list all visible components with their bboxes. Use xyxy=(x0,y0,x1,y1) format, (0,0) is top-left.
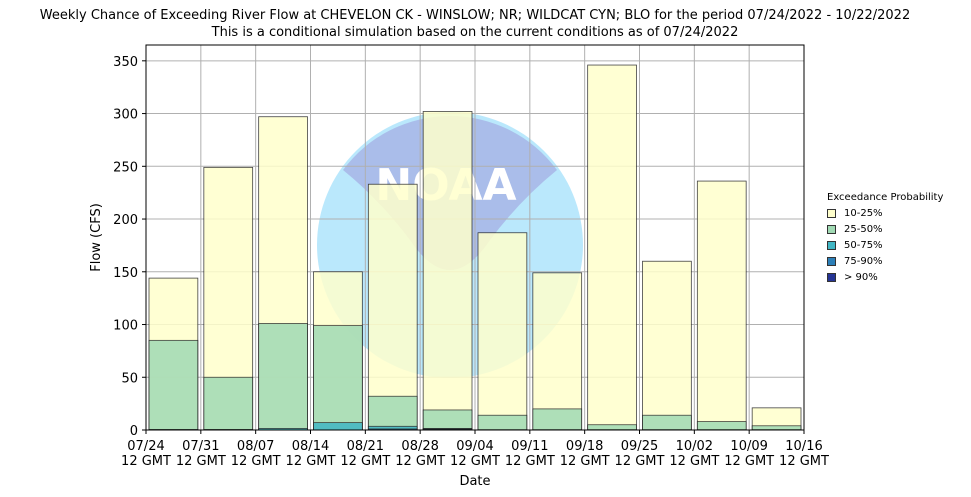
x-tick-label: 09/11 xyxy=(511,439,548,454)
legend-swatch xyxy=(827,256,836,266)
x-tick-sublabel: 12 GMT xyxy=(615,454,665,469)
bar-10-25- xyxy=(587,64,637,431)
x-tick-label: 07/31 xyxy=(182,439,219,454)
x-tick-label: 07/24 xyxy=(127,439,164,454)
x-tick-sublabel: 12 GMT xyxy=(560,454,610,469)
legend-item: 25-50% xyxy=(827,221,943,237)
y-tick-label: 150 xyxy=(113,266,138,281)
x-tick-sublabel: 12 GMT xyxy=(724,454,774,469)
x-tick-sublabel: 12 GMT xyxy=(231,454,281,469)
chart-title: Weekly Chance of Exceeding River Flow at… xyxy=(39,8,911,23)
legend-label: 75-90% xyxy=(844,255,883,267)
bar-10-25- xyxy=(422,111,473,431)
x-tick-label: 10/16 xyxy=(785,439,822,454)
legend-item: > 90% xyxy=(827,269,943,285)
legend-title: Exceedance Probability xyxy=(827,192,944,203)
x-tick-sublabel: 12 GMT xyxy=(121,454,171,469)
bar-25-50- xyxy=(422,409,473,431)
x-tick-label: 09/04 xyxy=(456,439,493,454)
x-tick-label: 10/02 xyxy=(676,439,713,454)
bar-10-25- xyxy=(477,232,528,431)
x-tick-sublabel: 12 GMT xyxy=(286,454,336,469)
bar-10-25- xyxy=(642,260,692,431)
legend-swatch xyxy=(827,240,836,250)
bar-10-25- xyxy=(696,180,747,431)
bar-25-50- xyxy=(148,339,199,431)
bar-25-50- xyxy=(203,376,254,431)
bar-25-50- xyxy=(477,414,528,431)
bar-25-50- xyxy=(313,325,363,431)
y-tick-label: 300 xyxy=(113,108,138,123)
bar-25-50- xyxy=(696,421,747,431)
x-axis-label: Date xyxy=(459,474,490,489)
x-tick-sublabel: 12 GMT xyxy=(505,454,555,469)
bar-25-50- xyxy=(367,395,418,431)
x-tick-label: 09/25 xyxy=(621,439,658,454)
y-tick-label: 350 xyxy=(113,55,138,70)
y-tick-label: 250 xyxy=(113,160,138,175)
legend-label: 50-75% xyxy=(844,239,883,251)
x-tick-sublabel: 12 GMT xyxy=(395,454,445,469)
x-tick-sublabel: 12 GMT xyxy=(340,454,390,469)
legend-swatch xyxy=(827,208,836,218)
x-tick-label: 09/18 xyxy=(566,439,603,454)
y-tick-label: 0 xyxy=(130,424,138,439)
legend-item: 10-25% xyxy=(827,205,943,221)
x-tick-label: 08/21 xyxy=(347,439,384,454)
y-tick-label: 50 xyxy=(121,371,138,386)
x-tick-sublabel: 12 GMT xyxy=(669,454,719,469)
y-tick-label: 200 xyxy=(113,213,138,228)
x-tick-sublabel: 12 GMT xyxy=(779,454,829,469)
x-tick-label: 08/28 xyxy=(401,439,438,454)
legend-swatch xyxy=(827,272,836,282)
y-axis-label: Flow (CFS) xyxy=(89,203,104,272)
bar-10-25- xyxy=(367,183,418,431)
bar-25-50- xyxy=(587,424,637,431)
legend-label: > 90% xyxy=(844,271,878,283)
plot-frame xyxy=(145,44,805,431)
bar-50-75- xyxy=(313,422,363,431)
bar-25-50- xyxy=(258,323,308,431)
legend-label: 25-50% xyxy=(844,223,883,235)
x-tick-sublabel: 12 GMT xyxy=(176,454,226,469)
legend-label: 10-25% xyxy=(844,207,883,219)
x-tick-label: 08/14 xyxy=(292,439,329,454)
legend-swatch xyxy=(827,224,836,234)
bar-25-50- xyxy=(642,414,692,431)
bar-10-25- xyxy=(532,272,583,431)
x-tick-label: 08/07 xyxy=(237,439,274,454)
x-tick-label: 10/09 xyxy=(730,439,767,454)
legend: Exceedance Probability 10-25% 25-50% 50-75… xyxy=(827,192,943,285)
bar-25-50- xyxy=(532,408,583,431)
legend-item: 75-90% xyxy=(827,253,943,269)
chart-subtitle: This is a conditional simulation based o… xyxy=(211,25,739,40)
x-tick-sublabel: 12 GMT xyxy=(450,454,500,469)
legend-item: 50-75% xyxy=(827,237,943,253)
y-tick-label: 100 xyxy=(113,319,138,334)
